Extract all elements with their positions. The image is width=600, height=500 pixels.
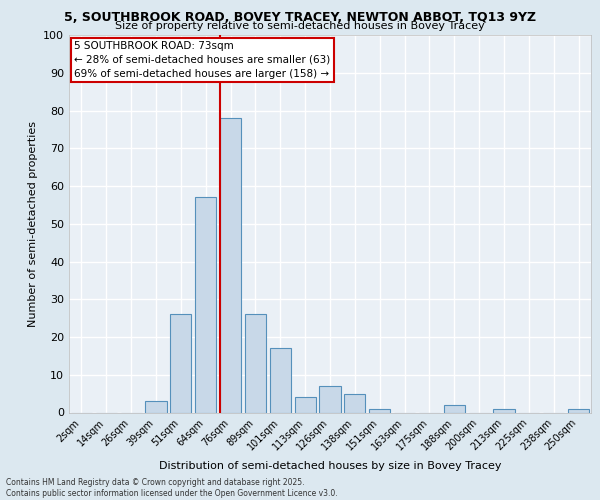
Bar bbox=[444, 405, 465, 412]
Bar bbox=[270, 348, 291, 412]
Text: Contains HM Land Registry data © Crown copyright and database right 2025.
Contai: Contains HM Land Registry data © Crown c… bbox=[6, 478, 338, 498]
Y-axis label: Number of semi-detached properties: Number of semi-detached properties bbox=[28, 120, 38, 327]
Bar bbox=[344, 394, 365, 412]
Text: 5, SOUTHBROOK ROAD, BOVEY TRACEY, NEWTON ABBOT, TQ13 9YZ: 5, SOUTHBROOK ROAD, BOVEY TRACEY, NEWTON… bbox=[64, 11, 536, 24]
Bar bbox=[145, 401, 167, 412]
Bar bbox=[568, 408, 589, 412]
Bar bbox=[245, 314, 266, 412]
Bar bbox=[170, 314, 191, 412]
Text: Size of property relative to semi-detached houses in Bovey Tracey: Size of property relative to semi-detach… bbox=[115, 21, 485, 31]
Bar bbox=[195, 198, 216, 412]
Bar bbox=[295, 398, 316, 412]
Bar bbox=[220, 118, 241, 412]
Bar bbox=[319, 386, 341, 412]
Text: 5 SOUTHBROOK ROAD: 73sqm
← 28% of semi-detached houses are smaller (63)
69% of s: 5 SOUTHBROOK ROAD: 73sqm ← 28% of semi-d… bbox=[74, 40, 331, 78]
Bar bbox=[369, 408, 390, 412]
X-axis label: Distribution of semi-detached houses by size in Bovey Tracey: Distribution of semi-detached houses by … bbox=[159, 460, 501, 470]
Bar bbox=[493, 408, 515, 412]
